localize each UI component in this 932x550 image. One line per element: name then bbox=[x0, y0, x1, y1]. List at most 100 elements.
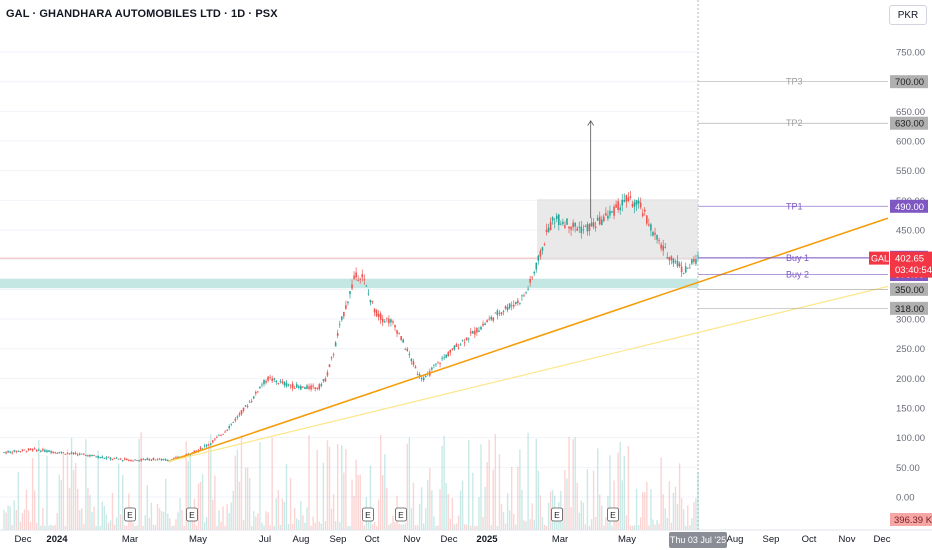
target-levels[interactable]: TP3 TP2 TP1 Buy 1 Buy 2 bbox=[698, 77, 888, 309]
candle-body bbox=[123, 458, 126, 460]
candle-body bbox=[277, 383, 280, 384]
candle-body bbox=[494, 312, 497, 314]
candle-body bbox=[269, 377, 271, 379]
volume-bar bbox=[66, 449, 69, 530]
volume-bar bbox=[257, 513, 259, 530]
volume-bar bbox=[308, 435, 310, 530]
price-labels: 700.00630.00490.00404.00375.00350.00318.… bbox=[869, 75, 932, 526]
volume-bar bbox=[242, 520, 245, 530]
volume-bar bbox=[185, 441, 187, 530]
candle-body bbox=[598, 216, 601, 225]
volume-bar bbox=[23, 509, 26, 530]
candle-body bbox=[62, 452, 65, 454]
earnings-marker bbox=[186, 507, 198, 522]
candle-body bbox=[29, 448, 32, 450]
currency-button[interactable]: PKR bbox=[889, 5, 927, 25]
trendlines[interactable] bbox=[168, 217, 889, 463]
level-price-text: 490.00 bbox=[895, 202, 924, 213]
earnings-marker bbox=[551, 507, 563, 522]
volume-bar bbox=[334, 521, 337, 530]
volume-bar bbox=[689, 525, 691, 530]
candle-body bbox=[128, 460, 130, 462]
volume-bar bbox=[431, 490, 433, 530]
volume-bar bbox=[83, 524, 85, 530]
volume-bar bbox=[95, 525, 97, 530]
volume-bar bbox=[162, 511, 165, 530]
volume-bar bbox=[54, 524, 56, 530]
candle-body bbox=[467, 338, 470, 340]
candle-body bbox=[582, 229, 585, 231]
x-tick-label: Dec bbox=[874, 534, 891, 545]
candle-body bbox=[78, 453, 81, 455]
volume-bar bbox=[13, 500, 15, 530]
volume-bar bbox=[17, 472, 20, 530]
volume-bar bbox=[361, 521, 363, 530]
volume-bar bbox=[148, 517, 151, 530]
candle-body bbox=[3, 452, 5, 454]
candle-body bbox=[257, 391, 259, 393]
candle-body bbox=[68, 453, 71, 455]
candle-body bbox=[643, 209, 646, 212]
candle-body bbox=[162, 458, 165, 460]
volume-bar bbox=[369, 465, 372, 530]
volume-bar bbox=[427, 480, 429, 530]
volume-bar bbox=[484, 486, 486, 530]
candle-body bbox=[250, 401, 253, 402]
volume-bar bbox=[670, 522, 673, 530]
volume-bar bbox=[81, 508, 83, 530]
candle-body bbox=[289, 385, 292, 387]
candle-body bbox=[684, 266, 687, 273]
volume-bar bbox=[248, 478, 251, 530]
candle-body bbox=[324, 378, 327, 382]
volume-bar bbox=[521, 490, 523, 530]
volume-bar bbox=[240, 435, 243, 530]
candle-body bbox=[310, 385, 312, 390]
candle-body bbox=[676, 260, 679, 267]
volume-bar bbox=[672, 492, 675, 530]
volume-bar bbox=[463, 524, 466, 530]
candle-body bbox=[420, 378, 423, 380]
earnings-marker-label: E bbox=[554, 510, 560, 520]
candle-body bbox=[175, 457, 177, 458]
volume-bar bbox=[111, 492, 114, 530]
candle-body bbox=[580, 226, 583, 234]
candle-body bbox=[557, 214, 560, 225]
volume-bar bbox=[314, 522, 316, 530]
volume-bar bbox=[150, 502, 153, 530]
x-tick-label: May bbox=[618, 534, 636, 545]
candle-body bbox=[304, 387, 306, 390]
volume-bar bbox=[504, 523, 507, 530]
volume-bar bbox=[224, 525, 226, 530]
candle-body bbox=[443, 357, 445, 359]
candle-body bbox=[459, 344, 462, 346]
candle-body bbox=[650, 224, 652, 231]
volume-bar bbox=[388, 524, 390, 530]
volume-bar bbox=[472, 472, 474, 530]
volume-bar bbox=[519, 449, 521, 530]
time-axis[interactable]: Dec 2024 Mar May Jul Aug Sep Oct Nov Dec 2025 Mar Ma… bbox=[0, 529, 932, 548]
candle-body bbox=[87, 455, 89, 457]
candle-body bbox=[629, 196, 632, 198]
volume-bar bbox=[584, 524, 587, 530]
volume-bar bbox=[156, 503, 159, 530]
x-tick-label: 2024 bbox=[46, 534, 68, 545]
level-name: TP3 bbox=[786, 77, 803, 87]
candle-body bbox=[48, 450, 50, 452]
candle-body bbox=[660, 244, 662, 249]
candle-body bbox=[97, 455, 99, 458]
level-price-text: 318.00 bbox=[895, 304, 924, 315]
volume-bar bbox=[197, 483, 200, 530]
candle-body bbox=[512, 304, 515, 307]
candle-body bbox=[664, 247, 667, 248]
candle-body bbox=[600, 219, 603, 226]
candle-body bbox=[648, 224, 650, 226]
volume-bar bbox=[492, 469, 494, 530]
candle-body bbox=[652, 231, 654, 236]
volume-bar bbox=[324, 521, 327, 530]
candle-body bbox=[682, 273, 685, 274]
candle-body bbox=[371, 301, 374, 302]
earnings-marker-label: E bbox=[189, 510, 195, 520]
volume-bar bbox=[52, 525, 54, 530]
